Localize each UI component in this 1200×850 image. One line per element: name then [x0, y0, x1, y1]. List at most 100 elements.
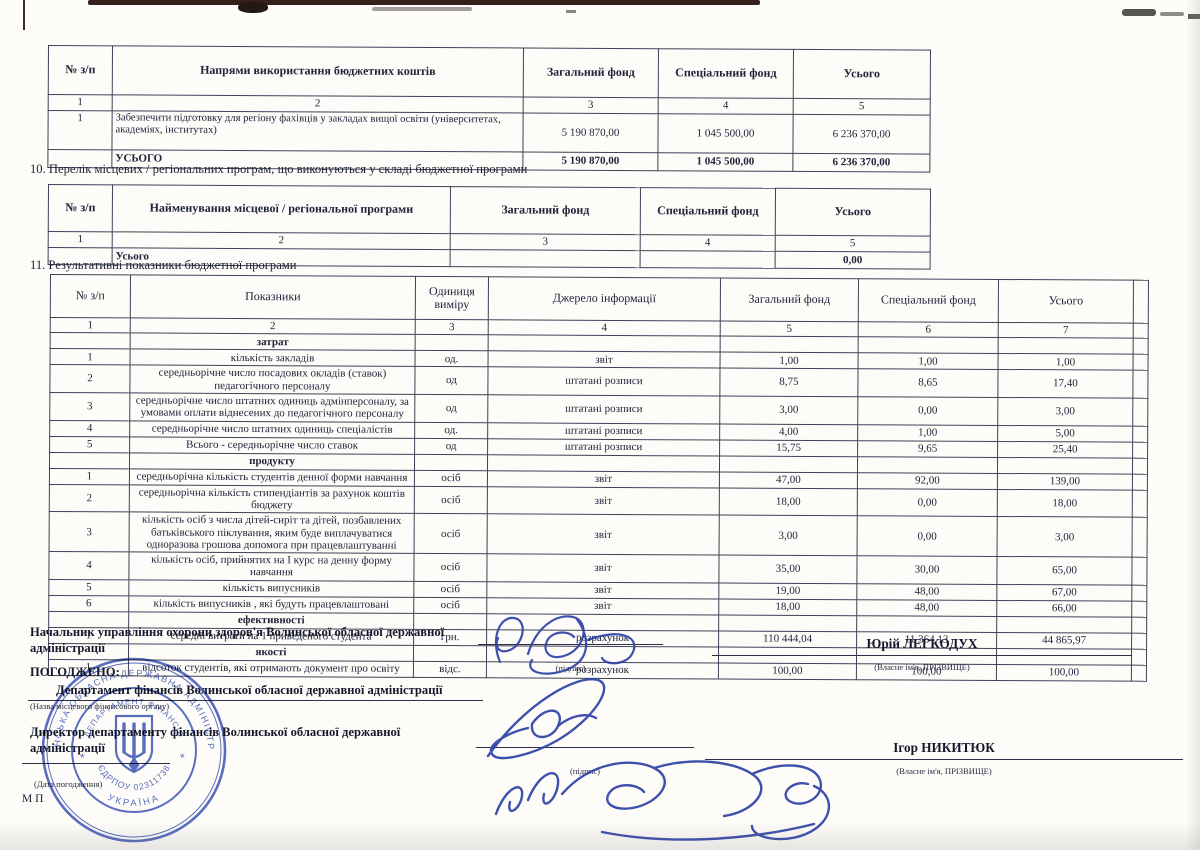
source-cell [488, 335, 721, 353]
official-stamp: ВОЛИНСЬКА ОБЛАСНА ДЕРЖАВНА АДМІНІСТРАЦІЯ… [41, 657, 227, 843]
scan-artifact [566, 10, 576, 13]
general-fund-cell [718, 614, 857, 632]
group-label-cell: затрат [130, 333, 416, 351]
row-number-cell: 2 [49, 364, 131, 393]
unit-cell: осіб [413, 581, 487, 598]
general-fund-cell [720, 336, 859, 354]
source-cell: звіт [486, 581, 719, 599]
trident-icon [114, 714, 154, 774]
header-cell: Загальний фонд [720, 278, 859, 322]
row-number-cell: 3 [49, 392, 130, 421]
special-fund-cell: 9,65 [857, 440, 998, 458]
stamp-star: * [180, 751, 185, 765]
header-cell: № з/п [48, 184, 113, 232]
row-number-cell: 6 [48, 595, 129, 612]
header-cell: Джерело інформації [488, 276, 721, 322]
row-number-cell: 1 [50, 348, 131, 366]
row-number-cell: 4 [49, 420, 130, 437]
colnum-cell: 4 [640, 234, 776, 252]
total-cell: 66,00 [996, 600, 1132, 617]
row-number-cell: 3 [49, 511, 130, 553]
total-cell: 18,00 [997, 489, 1133, 518]
colnum-cell: 1 [50, 317, 131, 334]
extra-cell [1131, 600, 1147, 617]
row-number-cell: 2 [49, 484, 130, 513]
general-fund-cell: 18,00 [718, 598, 857, 616]
date-line [22, 763, 170, 764]
special-fund-cell: 48,00 [856, 599, 997, 617]
section-11-title: 11. Результативні показники бюджетної пр… [30, 258, 297, 272]
unit-cell: од [414, 394, 488, 423]
general-fund-cell: 18,00 [719, 487, 858, 516]
total-cell: 1,00 [998, 353, 1134, 371]
general-fund-cell: 19,00 [718, 582, 857, 600]
source-cell: штатані розписи [487, 367, 721, 396]
indicator-name-cell: середньорічне число штатних одиниць спец… [129, 420, 415, 438]
general-fund-cell [719, 455, 858, 473]
unit-cell: од [414, 366, 489, 395]
date-hint: (Дата погодження) [34, 779, 103, 789]
source-cell: штатані розписи [487, 394, 720, 424]
general-fund-cell: 4,00 [719, 423, 858, 441]
total-cell: 67,00 [996, 584, 1132, 601]
extra-cell [1132, 370, 1149, 399]
approver-title: Начальник управління охорони здоров'я Во… [30, 625, 445, 656]
colnum-cell [1133, 323, 1149, 339]
extra-cell [1132, 457, 1148, 474]
total-cell [997, 457, 1133, 474]
source-cell: звіт [486, 553, 720, 583]
source-cell: штатані розписи [487, 422, 720, 440]
header-cell: Одиниця виміру [415, 276, 489, 320]
table-header-row: № з/п Напрями використання бюджетних кош… [48, 45, 931, 100]
row-number-cell: 4 [48, 551, 130, 580]
header-cell [1133, 280, 1149, 324]
special-fund-cell: 8,65 [857, 369, 999, 398]
num-cell [49, 452, 130, 469]
total-cell: 65,00 [996, 556, 1133, 585]
extra-cell [1132, 473, 1148, 490]
unit-cell: осіб [414, 485, 488, 514]
unit-cell [414, 453, 488, 471]
special-fund-cell: 1,00 [857, 424, 998, 442]
colnum-cell: 3 [450, 233, 641, 251]
indicator-name-cell: кількість осіб з числа дітей-сиріт та ді… [129, 512, 415, 554]
total-cell: 139,00 [997, 473, 1133, 490]
signature [494, 615, 636, 675]
colnum-cell: 4 [658, 97, 794, 115]
unit-cell: осіб [414, 469, 488, 487]
special-fund-cell: 30,00 [856, 555, 998, 585]
special-fund-cell: 1,00 [858, 353, 999, 370]
extra-cell [1131, 557, 1148, 585]
table-header-row: № з/п Найменування місцевої / регіональн… [48, 184, 931, 237]
scan-artifact [23, 0, 25, 30]
extra-cell [1132, 441, 1148, 458]
extra-cell [1132, 489, 1148, 518]
source-cell: звіт [487, 513, 720, 556]
finance-dept-line: Департамент фінансів Волинської обласної… [28, 682, 483, 702]
table-row: 3 кількість осіб з числа дітей-сиріт та д… [49, 511, 1148, 558]
header-cell: Загальний фонд [450, 186, 641, 235]
header-cell: Спеціальний фонд [858, 278, 999, 323]
colnum-cell: 4 [488, 319, 721, 337]
source-cell: звіт [488, 351, 721, 369]
empty-cell [640, 250, 776, 269]
special-fund-total-cell: 1 045 500,00 [657, 152, 793, 172]
table-header-row: № з/п Показники Одиниця виміру Джерело і… [50, 274, 1149, 324]
source-cell [487, 454, 720, 472]
extra-cell [1133, 338, 1149, 355]
special-fund-cell [858, 337, 999, 354]
total-cell: 25,40 [997, 441, 1133, 458]
header-cell: Найменування місцевої / регіональної про… [112, 184, 451, 234]
num-cell [50, 332, 131, 350]
unit-cell [415, 334, 489, 352]
table-row: 1 Забезпечити підготовку для регіону фах… [47, 110, 931, 155]
signature [486, 678, 606, 760]
signature-line [478, 644, 663, 645]
header-cell: № з/п [48, 45, 113, 95]
general-fund-cell: 1,00 [720, 352, 859, 370]
group-label-cell: продукту [129, 452, 415, 470]
extra-cell [1131, 632, 1147, 649]
directions-table: № з/п Напрями використання бюджетних кош… [47, 45, 931, 173]
agreed-label: ПОГОДЖЕНО: [30, 665, 120, 679]
extra-cell [1132, 398, 1148, 426]
